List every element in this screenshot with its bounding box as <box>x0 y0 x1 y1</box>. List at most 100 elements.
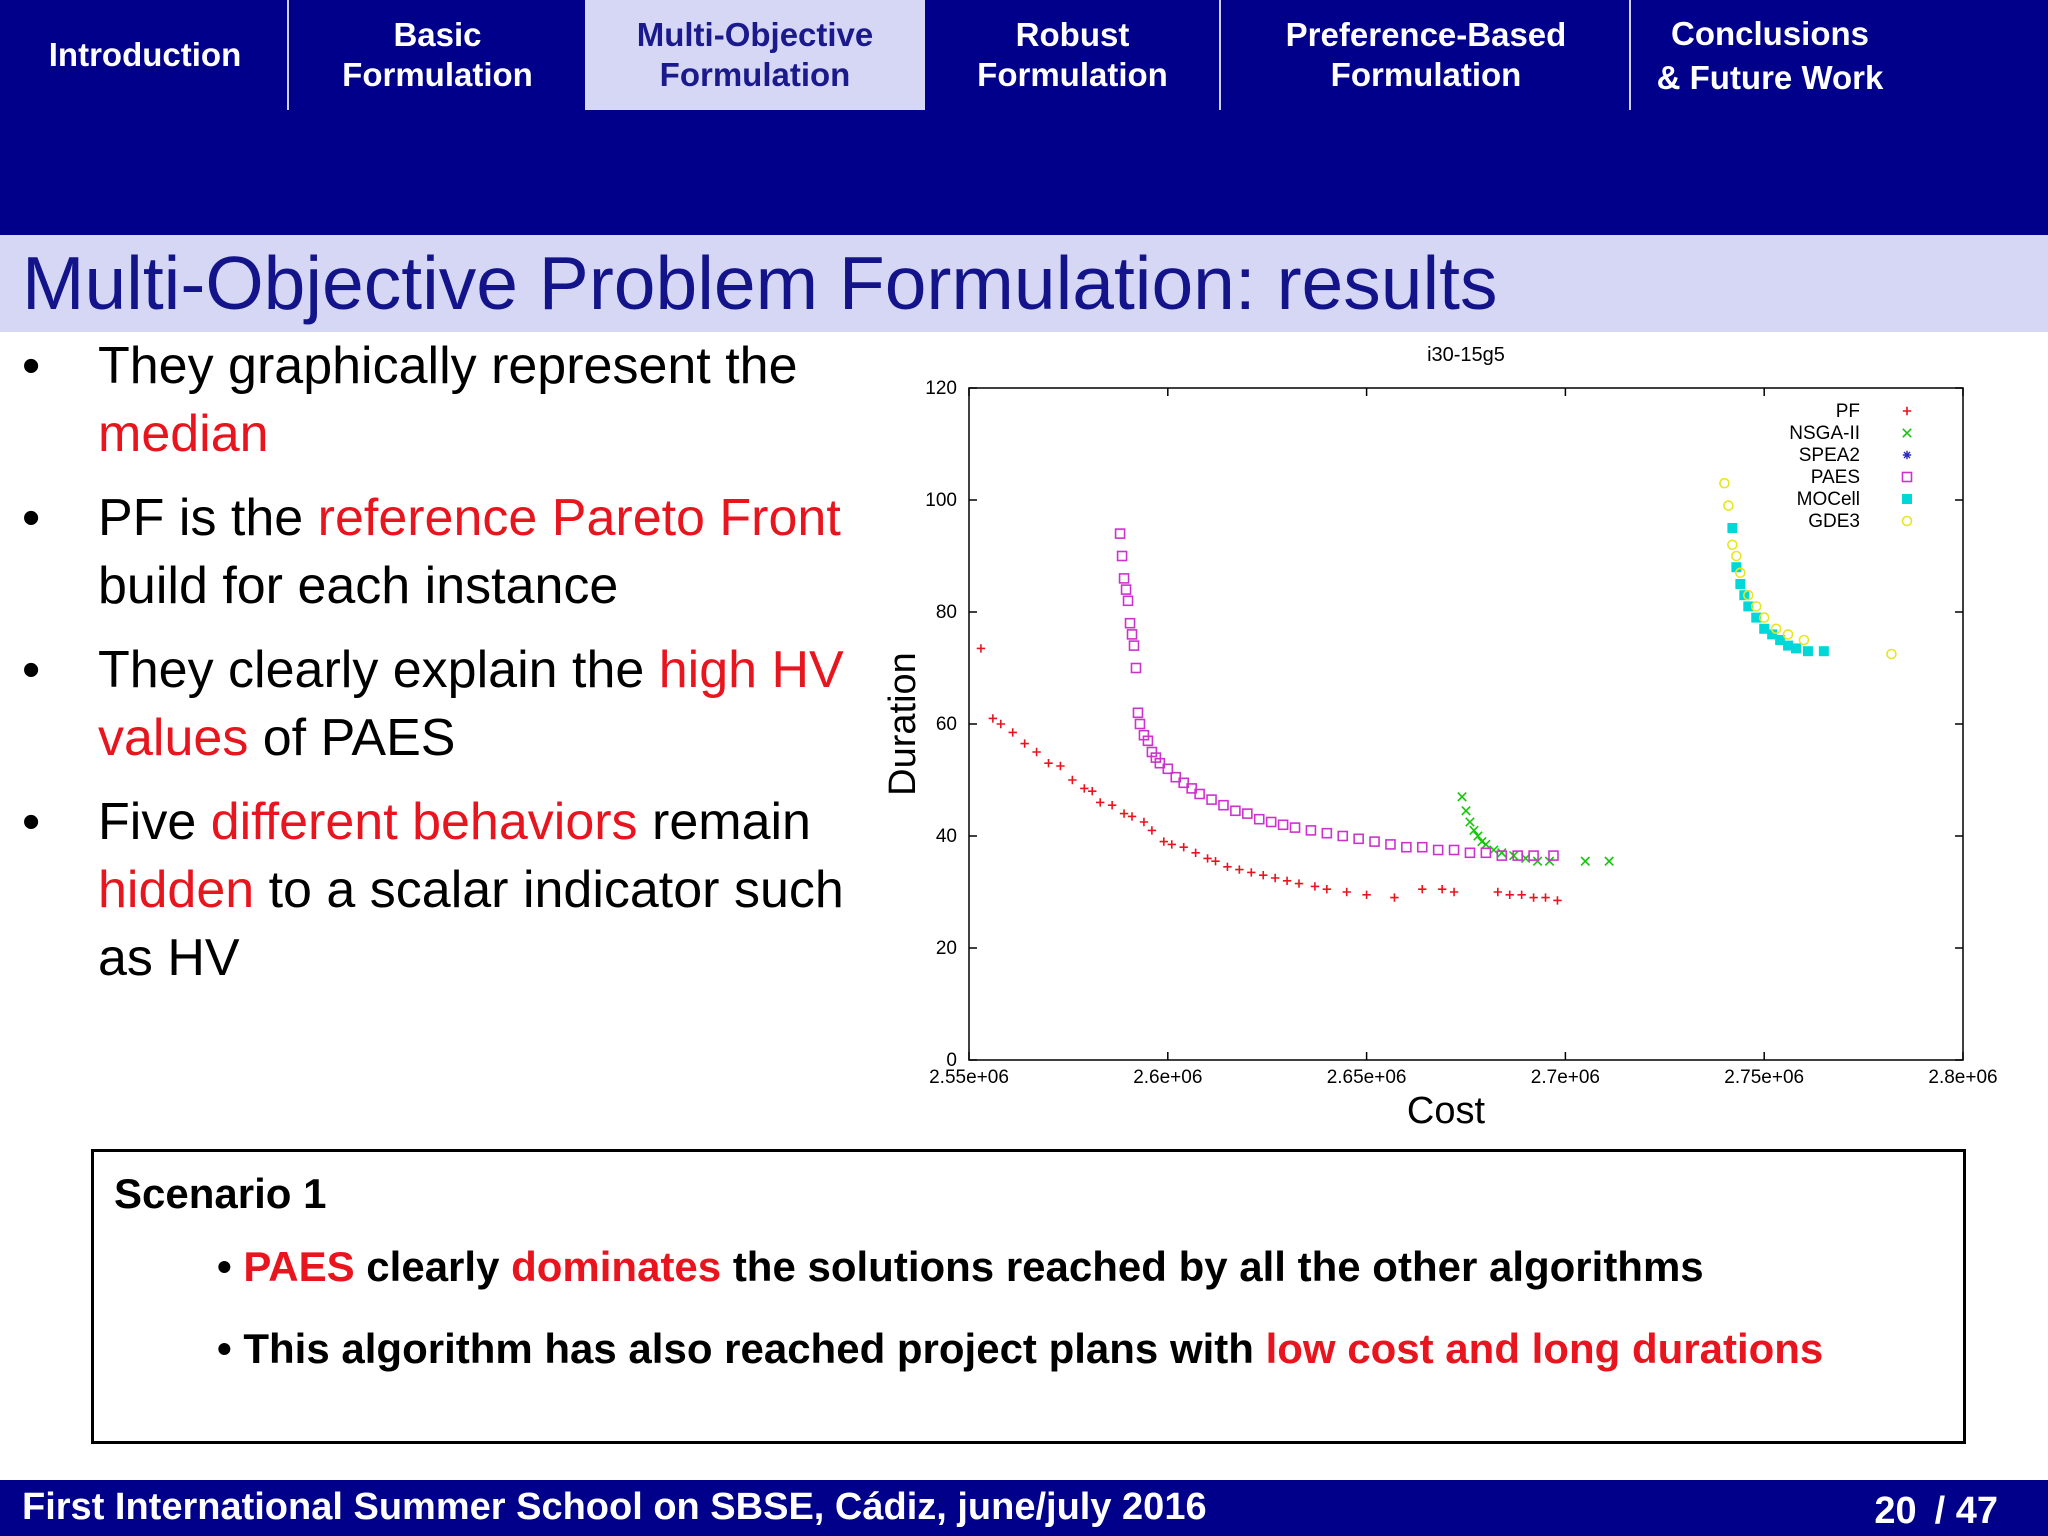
data-point <box>1294 879 1304 888</box>
y-tick-label: 100 <box>925 490 957 511</box>
bullet-dot: • <box>22 337 41 395</box>
data-point <box>1242 808 1253 819</box>
data-point <box>1167 840 1176 849</box>
data-point <box>1418 885 1427 894</box>
data-point <box>1218 799 1229 811</box>
data-point <box>1818 646 1829 657</box>
x-axis-label: Cost <box>1407 1090 1486 1132</box>
tab-label-line2: Formulation <box>1330 56 1522 93</box>
data-point <box>1493 887 1503 897</box>
highlight-text: dominates <box>511 1243 722 1290</box>
legend-marker <box>1901 471 1913 483</box>
data-point <box>1096 798 1105 807</box>
data-point <box>1223 862 1232 871</box>
text-run: of PAES <box>248 709 456 767</box>
data-point <box>1782 629 1794 640</box>
data-point <box>1124 617 1136 629</box>
y-tick-label: 80 <box>936 602 957 623</box>
bullet-item: • Five different behaviors remain hidden … <box>22 788 852 992</box>
data-point <box>1416 841 1428 853</box>
data-point <box>1751 612 1762 623</box>
data-point <box>1159 837 1169 846</box>
data-point <box>976 644 986 653</box>
tab-robust-formulation[interactable]: Robust Formulation <box>925 0 1220 110</box>
x-tick-label: 2.7e+06 <box>1531 1067 1600 1088</box>
tab-label-line1: Preference-Based <box>1285 16 1567 53</box>
data-point <box>1401 841 1412 853</box>
bullet-text: PF is the reference Pareto Front build f… <box>98 489 841 615</box>
text-run: • This algorithm has also reached projec… <box>217 1325 1266 1372</box>
y-tick-label: 20 <box>936 938 957 959</box>
text-run: • <box>217 1243 244 1290</box>
tab-introduction[interactable]: Introduction <box>0 0 290 110</box>
y-tick-label: 0 <box>946 1050 957 1071</box>
data-point <box>1604 856 1614 866</box>
tab-multi-objective-formulation[interactable]: Multi-Objective Formulation <box>585 0 925 110</box>
data-point <box>1432 844 1444 856</box>
pareto-front-scatter-chart: 2.55e+06 2.6e+06 2.65e+06 2.7e+06 2.75e+06 2.… <box>882 344 1998 1132</box>
highlight-text: PAES <box>243 1243 355 1290</box>
data-point <box>1126 629 1138 640</box>
footer-bar: First International Summer School on SBS… <box>0 1480 2048 1536</box>
scenario-item-text: • This algorithm has also reached projec… <box>217 1325 1823 1372</box>
data-point <box>1139 817 1149 827</box>
series-gde3 <box>1719 477 1897 660</box>
plot-area: 2.55e+06 2.6e+06 2.65e+06 2.7e+06 2.75e+06 2.… <box>882 344 1998 1132</box>
bullet-item: • They clearly explain the high HV values… <box>22 636 852 772</box>
tab-basic-formulation[interactable]: Basic Formulation <box>290 0 585 110</box>
title-band <box>0 235 2048 332</box>
tab-conclusions-future-work[interactable]: Conclusions & Future Work <box>1632 0 1908 110</box>
data-point <box>1798 634 1810 646</box>
data-point <box>1731 550 1742 562</box>
data-point <box>1385 839 1396 850</box>
data-point <box>1337 830 1349 842</box>
data-point <box>1259 871 1268 880</box>
tab-label-line2: Formulation <box>977 56 1168 93</box>
legend-label: GDE3 <box>1808 511 1860 532</box>
data-point <box>1080 784 1089 793</box>
data-point <box>1742 589 1754 601</box>
data-point <box>1497 848 1507 858</box>
tab-label-line1: Conclusions <box>1670 15 1870 52</box>
data-point <box>1142 735 1154 747</box>
text-run: They graphically represent the <box>98 337 798 395</box>
text-run: remain <box>637 793 811 851</box>
data-point <box>1461 806 1471 816</box>
bullet-list: • They graphically represent the median •… <box>22 332 852 1008</box>
data-point <box>1886 648 1897 660</box>
data-point <box>1735 579 1746 589</box>
tab-separator <box>287 0 289 110</box>
text-run: clearly <box>354 1243 512 1290</box>
data-point <box>1305 825 1317 836</box>
navigation-bar: Introduction Basic Formulation Multi-Obj… <box>0 0 2048 235</box>
data-point <box>1353 833 1364 845</box>
bullet-dot: • <box>22 489 41 547</box>
data-point <box>1265 816 1277 828</box>
scenario-item: • PAES clearly dominates the solutions r… <box>217 1240 1877 1294</box>
data-point <box>1032 747 1041 757</box>
data-point <box>1056 761 1065 771</box>
y-tick-label: 40 <box>936 826 957 847</box>
data-point <box>1464 847 1476 859</box>
data-point <box>1719 477 1730 489</box>
tab-label-line2: Formulation <box>342 56 533 93</box>
data-point <box>1186 783 1197 794</box>
data-point <box>1512 850 1523 861</box>
text-run: PF is the <box>98 489 318 547</box>
data-point <box>1107 801 1117 810</box>
y-tick-label: 60 <box>936 714 957 735</box>
data-point <box>1008 728 1017 737</box>
data-point <box>1321 827 1333 839</box>
data-point <box>996 719 1006 729</box>
data-point <box>1469 825 1479 836</box>
data-point <box>1473 831 1483 841</box>
data-point <box>1437 885 1447 894</box>
footer-text: First International Summer School on SBS… <box>22 1486 1207 1528</box>
data-point <box>1743 601 1754 612</box>
data-point <box>1191 848 1200 857</box>
tab-preference-based-formulation[interactable]: Preference-Based Formulation <box>1222 0 1630 110</box>
data-point <box>1770 623 1782 635</box>
legend-label: SPEA2 <box>1799 445 1860 466</box>
highlight-text: median <box>98 405 269 463</box>
x-tick-label: 2.65e+06 <box>1327 1067 1407 1088</box>
